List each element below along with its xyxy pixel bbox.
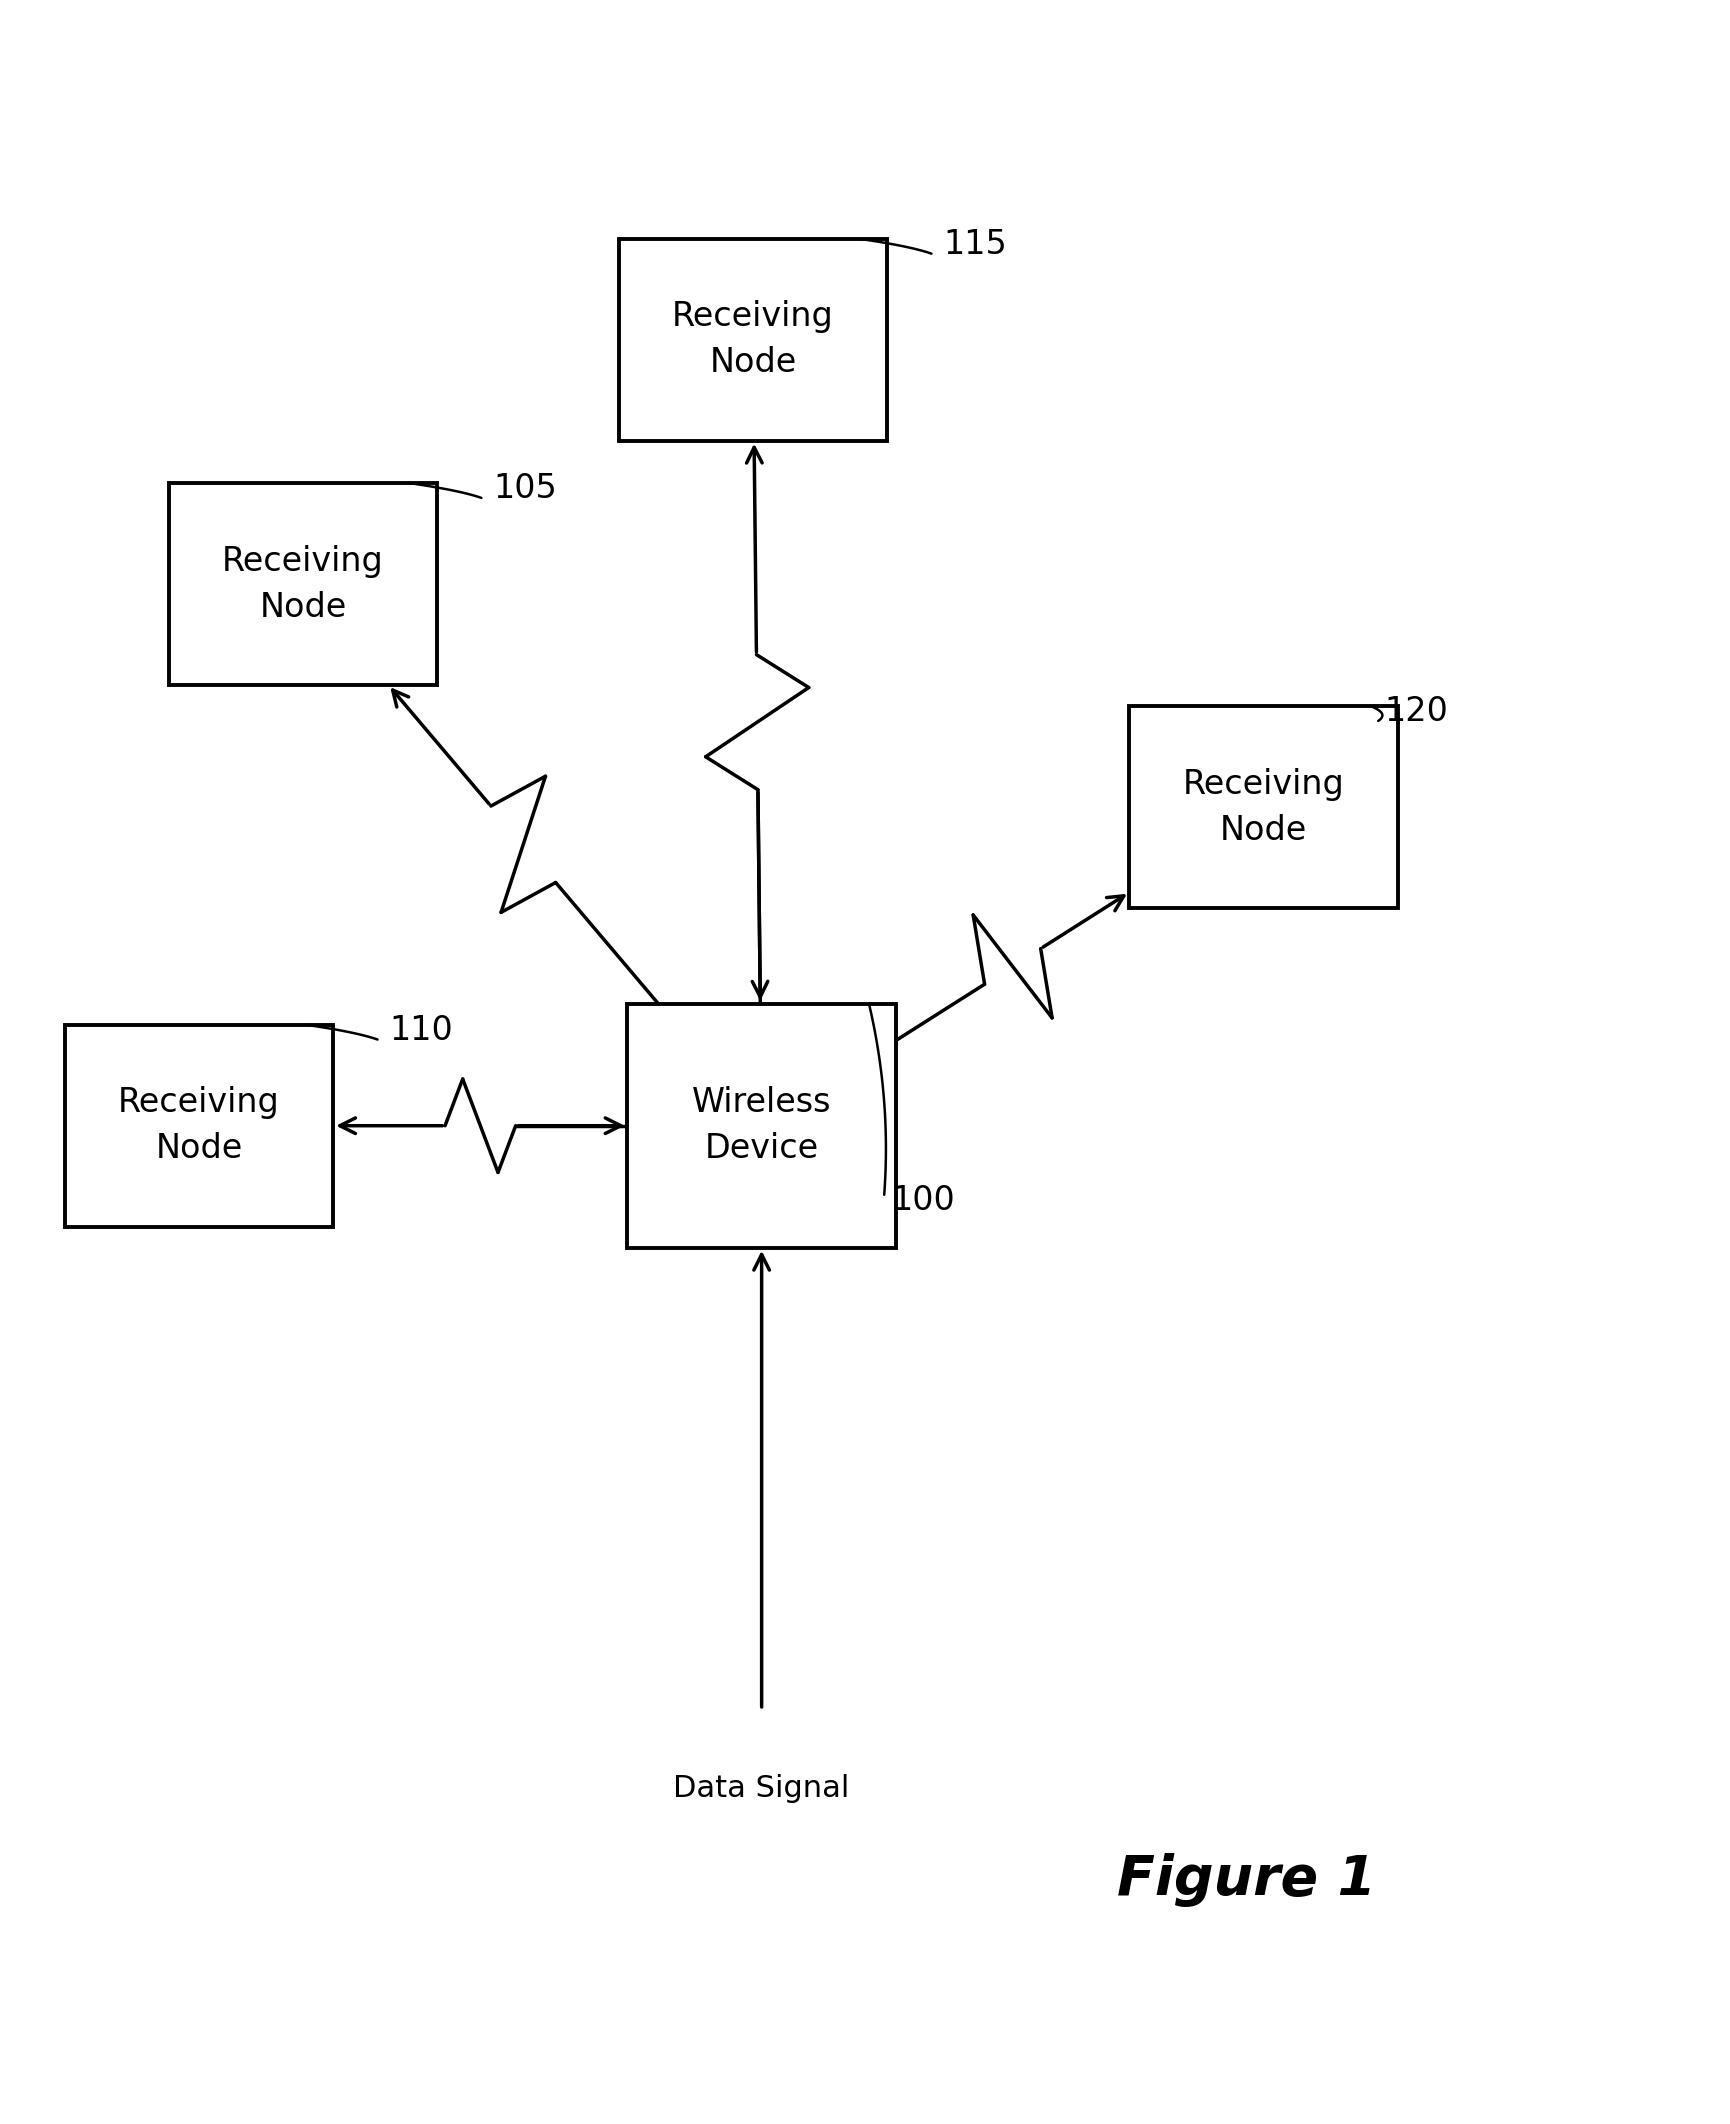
Text: Receiving
Node: Receiving Node — [221, 544, 384, 624]
Text: Wireless
Device: Wireless Device — [692, 1085, 830, 1166]
FancyBboxPatch shape — [168, 484, 436, 684]
Text: Figure 1: Figure 1 — [1116, 1852, 1375, 1907]
Text: 115: 115 — [943, 227, 1007, 261]
FancyBboxPatch shape — [1128, 705, 1398, 909]
Text: 110: 110 — [389, 1013, 453, 1047]
Text: 100: 100 — [891, 1183, 955, 1217]
Text: Receiving
Node: Receiving Node — [118, 1085, 280, 1166]
Text: Receiving
Node: Receiving Node — [1182, 767, 1344, 847]
FancyBboxPatch shape — [628, 1005, 896, 1249]
FancyBboxPatch shape — [66, 1026, 332, 1228]
Text: Data Signal: Data Signal — [673, 1774, 849, 1803]
FancyBboxPatch shape — [619, 240, 886, 442]
Text: 105: 105 — [493, 472, 557, 506]
Text: 120: 120 — [1384, 695, 1448, 729]
Text: Receiving
Node: Receiving Node — [671, 299, 834, 380]
